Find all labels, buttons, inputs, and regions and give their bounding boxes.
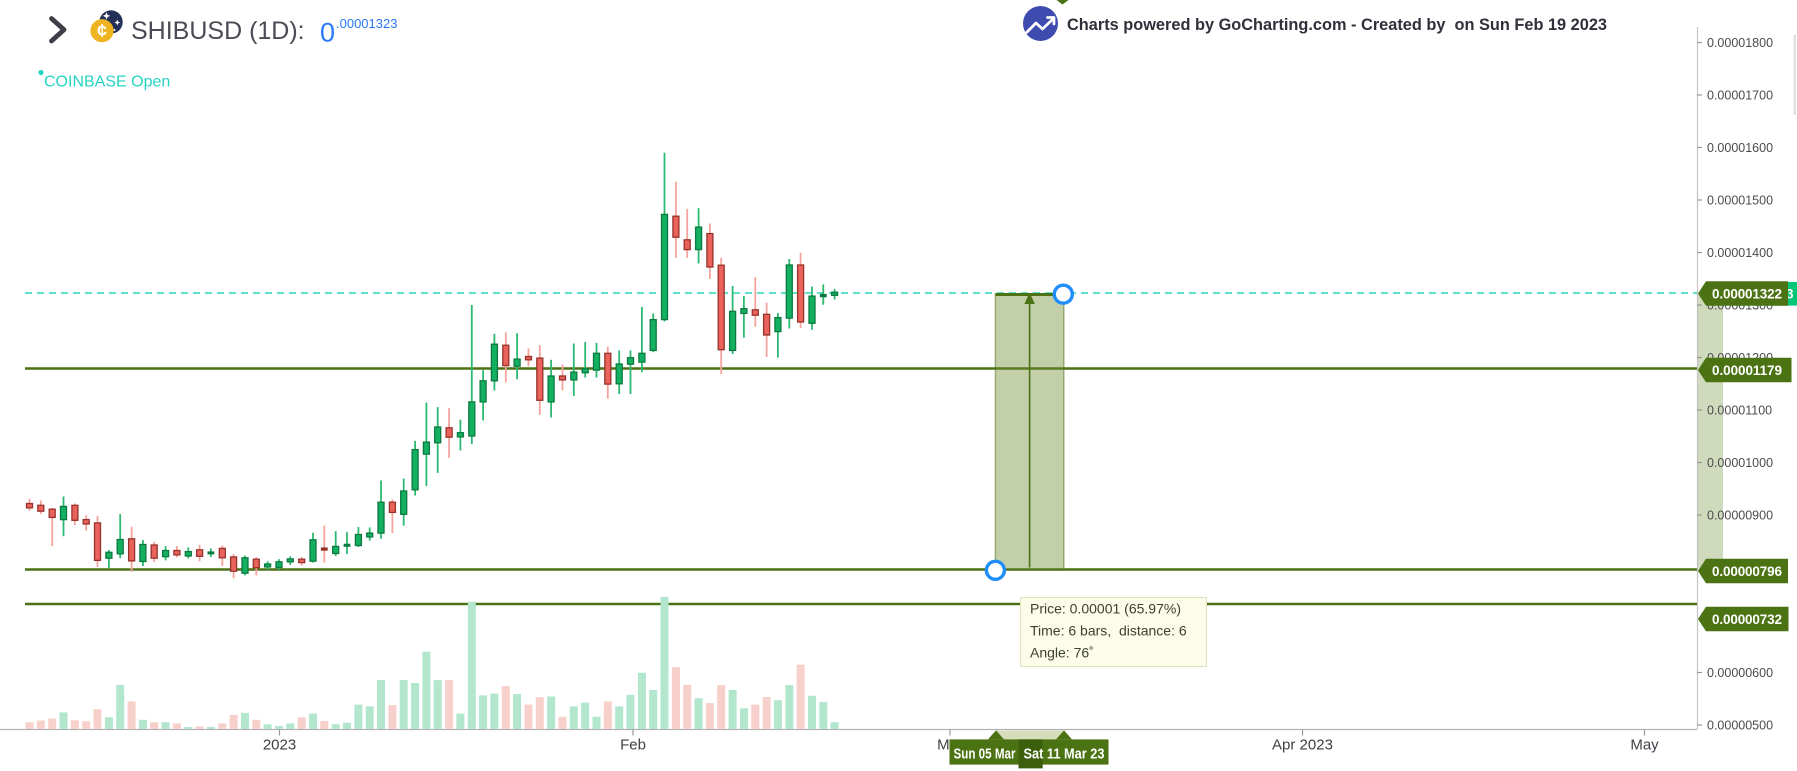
svg-text:Sun 05 Mar: Sun 05 Mar	[954, 747, 1016, 763]
svg-text:May: May	[1630, 737, 1659, 754]
svg-text:0.00001322: 0.00001322	[1712, 286, 1782, 301]
svg-text:3: 3	[1786, 287, 1794, 302]
svg-text:Sat 11 Mar 23: Sat 11 Mar 23	[1024, 747, 1105, 763]
svg-text:0.00001800: 0.00001800	[1707, 36, 1773, 50]
svg-text:0.00001000: 0.00001000	[1707, 456, 1773, 470]
svg-text:COINBASE Open: COINBASE Open	[44, 74, 170, 91]
svg-text:Angle: 76˚: Angle: 76˚	[1030, 645, 1094, 661]
svg-text:Apr 2023: Apr 2023	[1272, 737, 1333, 754]
svg-text:0.00000796: 0.00000796	[1712, 564, 1782, 579]
svg-text:0: 0	[320, 18, 335, 48]
svg-text:0.00001400: 0.00001400	[1707, 246, 1773, 260]
svg-text:Time: 6 bars, distance: 6: Time: 6 bars, distance: 6	[1030, 623, 1187, 639]
svg-text:0.00000732: 0.00000732	[1712, 612, 1782, 627]
svg-text:0.00001179: 0.00001179	[1712, 363, 1782, 378]
svg-text:Feb: Feb	[620, 737, 646, 754]
svg-text:¢: ¢	[97, 21, 107, 41]
svg-text:0.00001700: 0.00001700	[1707, 89, 1773, 103]
svg-text:0.00001500: 0.00001500	[1707, 194, 1773, 208]
svg-text:0.00000600: 0.00000600	[1707, 666, 1773, 680]
svg-text:2023: 2023	[263, 737, 296, 754]
svg-text:0.00001600: 0.00001600	[1707, 141, 1773, 155]
svg-text:0.00001100: 0.00001100	[1707, 404, 1772, 418]
svg-text:.00001323: .00001323	[336, 16, 397, 31]
svg-text:0.00000500: 0.00000500	[1707, 719, 1773, 733]
svg-text:0.00000900: 0.00000900	[1707, 509, 1773, 523]
svg-text:Price: 0.00001 (65.97%): Price: 0.00001 (65.97%)	[1030, 601, 1181, 617]
svg-text:SHIBUSD (1D):: SHIBUSD (1D):	[131, 17, 305, 45]
svg-text:Charts powered by GoCharting.c: Charts powered by GoCharting.com - Creat…	[1067, 15, 1607, 34]
